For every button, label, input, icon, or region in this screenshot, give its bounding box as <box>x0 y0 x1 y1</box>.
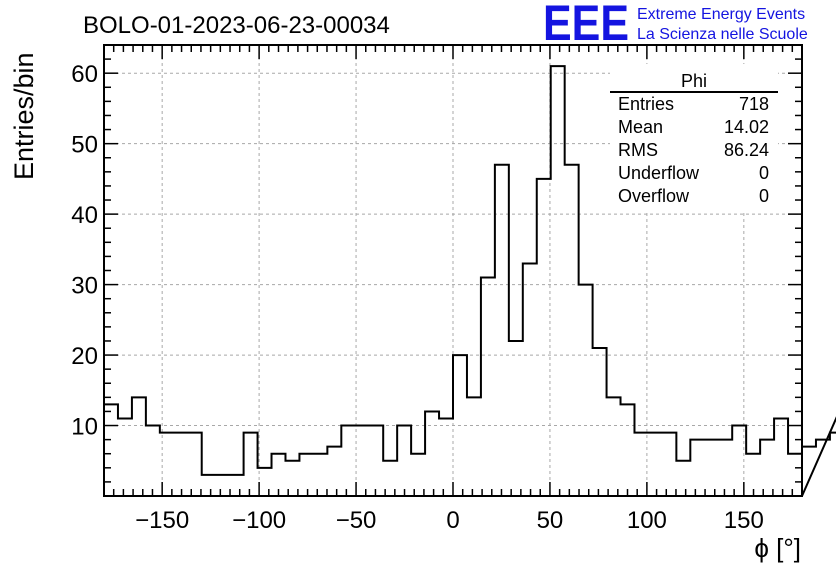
stats-label-overflow: Overflow <box>618 186 690 206</box>
y-tick-label: 30 <box>71 273 98 300</box>
stats-value-entries: 718 <box>739 94 769 114</box>
stats-value-overflow: 0 <box>759 186 769 206</box>
stats-value-underflow: 0 <box>759 163 769 183</box>
x-tick-label: −100 <box>232 507 286 534</box>
axis-ticks <box>104 45 802 496</box>
stats-value-mean: 14.02 <box>724 117 769 137</box>
stats-label-mean: Mean <box>618 117 663 137</box>
tick-labels: −150 −100 −50 0 50 100 150 10 20 30 40 50 60 <box>71 61 764 534</box>
x-tick-label: 150 <box>724 507 764 534</box>
x-tick-label: −150 <box>135 507 189 534</box>
x-tick-label: 0 <box>446 507 459 534</box>
y-tick-label: 50 <box>71 132 98 159</box>
y-axis-label: Entries/bin <box>9 52 39 180</box>
stats-label-rms: RMS <box>618 140 658 160</box>
chart-title: BOLO-01-2023-06-23-00034 <box>83 12 390 39</box>
y-tick-label: 60 <box>71 61 98 88</box>
stats-label-underflow: Underflow <box>618 163 700 183</box>
x-tick-label: 50 <box>537 507 564 534</box>
stats-box-title: Phi <box>681 71 707 91</box>
stats-box: Phi Entries 718 Mean 14.02 RMS 86.24 Und… <box>610 64 778 210</box>
eee-logo-mark: EEE <box>543 0 629 51</box>
y-tick-label: 40 <box>71 202 98 229</box>
eee-logo-line1: Extreme Energy Events <box>637 6 805 23</box>
stats-box-background <box>610 64 778 210</box>
y-tick-label: 20 <box>71 343 98 370</box>
eee-logo: EEE Extreme Energy Events La Scienza nel… <box>543 0 808 51</box>
histogram-outline <box>104 65 836 497</box>
x-axis-label: ϕ [°] <box>754 533 801 563</box>
x-tick-label: −50 <box>336 507 377 534</box>
stats-label-entries: Entries <box>618 94 674 114</box>
y-tick-label: 10 <box>71 414 98 441</box>
stats-value-rms: 86.24 <box>724 140 769 160</box>
eee-logo-line2: La Scienza nelle Scuole <box>637 26 808 43</box>
x-tick-label: 100 <box>627 507 667 534</box>
